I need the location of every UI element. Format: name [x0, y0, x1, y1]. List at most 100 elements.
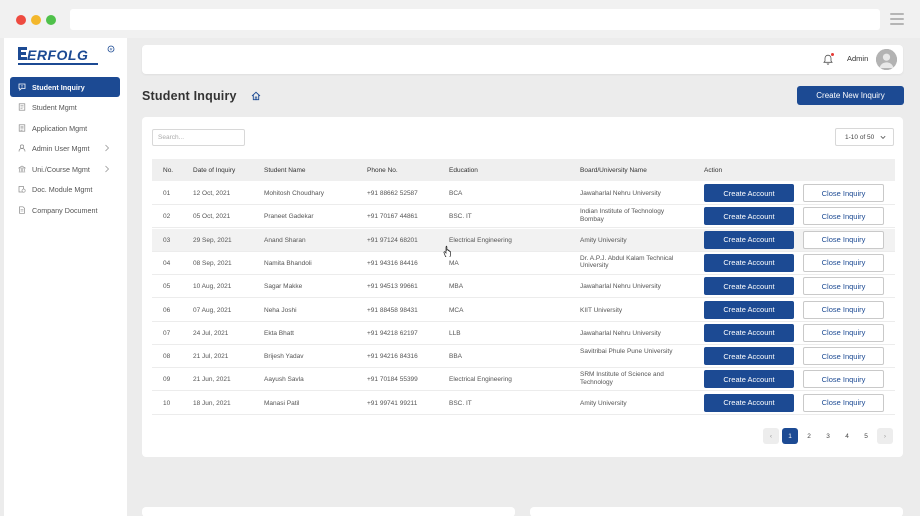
cell-no: 09	[163, 376, 171, 384]
page-button[interactable]: 1	[782, 428, 798, 444]
close-inquiry-button[interactable]: Close Inquiry	[803, 230, 884, 249]
close-inquiry-button[interactable]: Close Inquiry	[803, 253, 884, 272]
close-inquiry-button[interactable]: Close Inquiry	[803, 347, 884, 366]
cell-date: 29 Sep, 2021	[193, 236, 232, 244]
bottom-card	[530, 507, 903, 516]
column-header-name[interactable]: Student Name	[264, 167, 306, 174]
cell-board: SRM Institute of Science and Technology	[580, 371, 664, 386]
chevron-down-icon	[880, 135, 886, 139]
cell-student-name: Neha Joshi	[264, 306, 297, 314]
cell-student-name: Praneet Gadekar	[264, 213, 314, 221]
cell-no: 07	[163, 329, 171, 337]
previous-page-button[interactable]: ‹	[763, 428, 779, 444]
cell-board: Jawaharlal Nehru University	[580, 190, 661, 197]
cell-education: MCA	[449, 306, 464, 314]
table-row: 10 18 Jun, 2021 Manasi Patil +91 99741 9921…	[152, 392, 895, 415]
table-row: 05 10 Aug, 2021 Sagar Makke +91 94513 99661…	[152, 275, 895, 299]
cell-phone: +91 88662 52587	[367, 190, 418, 197]
avatar[interactable]	[876, 49, 897, 70]
cell-date: 24 Jul, 2021	[193, 329, 229, 337]
column-header-phone[interactable]: Phone No.	[367, 167, 398, 174]
cell-date: 05 Oct, 2021	[193, 213, 231, 221]
cell-phone: +91 94218 62197	[367, 329, 418, 337]
create-account-button[interactable]: Create Account	[704, 300, 794, 319]
table-row: 06 07 Aug, 2021 Neha Joshi +91 88458 98431 M…	[152, 299, 895, 322]
cell-date: 18 Jun, 2021	[193, 399, 231, 407]
column-header-no[interactable]: No.	[163, 167, 174, 174]
cell-date: 12 Oct, 2021	[193, 190, 231, 197]
column-header-education[interactable]: Education	[449, 167, 478, 174]
cell-date: 21 Jun, 2021	[193, 376, 231, 384]
cell-phone: +91 70167 44861	[367, 213, 418, 221]
hand-pointer-icon	[443, 245, 451, 257]
notification-badge	[831, 53, 834, 56]
column-header-board[interactable]: Board/University Name	[580, 167, 647, 174]
page-button[interactable]: 2	[807, 432, 811, 440]
create-account-button[interactable]: Create Account	[704, 323, 794, 342]
close-inquiry-button[interactable]: Close Inquiry	[803, 300, 884, 319]
cell-board: Amity University	[580, 236, 627, 244]
window-maximize-icon[interactable]	[46, 15, 56, 25]
create-account-button[interactable]: Create Account	[704, 230, 794, 249]
cell-date: 21 Jul, 2021	[193, 353, 229, 361]
cell-education: Electrical Engineering	[449, 236, 512, 244]
cell-phone: +91 70184 55399	[367, 376, 418, 384]
sidebar-item-company-document[interactable]: Company Document	[10, 200, 120, 220]
cell-student-name: Sagar Makke	[264, 283, 303, 291]
create-account-button[interactable]: Create Account	[704, 393, 794, 412]
home-icon[interactable]	[251, 91, 261, 101]
address-bar[interactable]	[70, 9, 880, 30]
window-close-icon[interactable]	[16, 15, 26, 25]
create-account-button[interactable]: Create Account	[704, 253, 794, 272]
cell-board: Dr. A.P.J. Abdul Kalam Technical Univers…	[580, 254, 674, 270]
sidebar-item-uni-course-mgmt[interactable]: Uni./Course Mgmt	[10, 159, 120, 179]
cell-no: 08	[163, 353, 171, 361]
sidebar-item-label: Admin User Mgmt	[32, 143, 90, 153]
close-inquiry-button[interactable]: Close Inquiry	[803, 323, 884, 342]
close-inquiry-button[interactable]: Close Inquiry	[803, 277, 884, 296]
create-account-button[interactable]: Create Account	[704, 184, 794, 202]
page-size-select[interactable]: 1-10 of 50	[835, 128, 894, 146]
user-name[interactable]: Admin	[847, 54, 869, 63]
search-input[interactable]	[152, 129, 245, 146]
cell-phone: +91 88458 98431	[367, 306, 418, 314]
column-header-date[interactable]: Date of Inquiry	[193, 167, 236, 174]
cell-board: Jawaharlal Nehru University	[580, 329, 661, 337]
create-account-button[interactable]: Create Account	[704, 277, 794, 296]
page-title: Student Inquiry	[142, 89, 237, 103]
page-button[interactable]: 5	[864, 432, 868, 440]
page-button[interactable]: 3	[826, 432, 830, 440]
university-icon	[18, 165, 26, 173]
close-inquiry-button[interactable]: Close Inquiry	[803, 207, 884, 226]
cell-phone: +91 94216 84316	[367, 353, 418, 361]
create-account-button[interactable]: Create Account	[704, 347, 794, 366]
create-new-inquiry-button[interactable]: Create New Inquiry	[797, 86, 904, 105]
next-page-button[interactable]: ›	[877, 428, 893, 444]
cell-student-name: Anand Sharan	[264, 236, 306, 244]
create-account-button[interactable]: Create Account	[704, 207, 794, 226]
app-logo: ERFOLG R	[18, 44, 116, 71]
sidebar-item-admin-user-mgmt[interactable]: Admin User Mgmt	[10, 138, 120, 158]
sidebar-item-student-mgmt[interactable]: Student Mgmt	[10, 97, 120, 117]
sidebar: ERFOLG R Student Inquiry Student Mgmt Ap…	[4, 38, 127, 516]
sidebar-item-doc-module-mgmt[interactable]: Doc. Module Mgmt	[10, 179, 120, 199]
close-inquiry-button[interactable]: Close Inquiry	[803, 393, 884, 412]
page-button[interactable]: 4	[845, 432, 849, 440]
sidebar-item-application-mgmt[interactable]: Application Mgmt	[10, 118, 120, 138]
cell-student-name: Namita Bhandoli	[264, 259, 312, 267]
notification-bell-icon[interactable]	[823, 54, 833, 65]
cell-education: MA	[449, 259, 459, 267]
cell-no: 02	[163, 213, 171, 221]
table-row: 03 29 Sep, 2021 Anand Sharan +91 97124 6820…	[152, 228, 895, 252]
browser-chrome	[0, 0, 920, 38]
sidebar-item-label: Uni./Course Mgmt	[32, 164, 90, 174]
sidebar-item-student-inquiry[interactable]: Student Inquiry	[10, 77, 120, 97]
hamburger-menu-icon[interactable]	[890, 13, 904, 25]
close-inquiry-button[interactable]: Close Inquiry	[803, 184, 884, 202]
close-inquiry-button[interactable]: Close Inquiry	[803, 370, 884, 389]
pagination: ‹ 1 2 3 4 5 ›	[763, 428, 896, 444]
sidebar-item-label: Doc. Module Mgmt	[32, 184, 93, 194]
create-account-button[interactable]: Create Account	[704, 370, 794, 389]
window-minimize-icon[interactable]	[31, 15, 41, 25]
application-icon	[18, 124, 26, 132]
